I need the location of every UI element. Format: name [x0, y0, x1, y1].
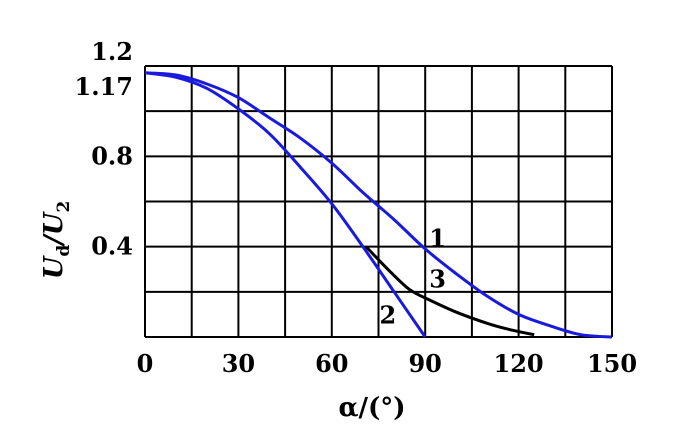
- x-tick-label: 0: [137, 349, 154, 378]
- y-tick-labels: 0.4 0.8 1.17 1.2: [75, 37, 133, 261]
- y-axis-label: Ud/U2: [39, 201, 74, 280]
- curve-label-3: 3: [429, 264, 446, 293]
- x-tick-label: 30: [222, 349, 255, 378]
- x-tick-label: 120: [494, 349, 544, 378]
- series-line-3: [364, 245, 535, 337]
- y-tick-label: 0.4: [91, 232, 133, 261]
- y-tick-label: 1.2: [91, 37, 133, 66]
- y-axis-label-text: Ud/U2: [39, 201, 74, 280]
- x-axis-label: α/(°): [338, 393, 405, 423]
- curve-labels: 1 2 3: [379, 224, 446, 330]
- x-tick-label: 60: [315, 349, 348, 378]
- curves: [144, 71, 613, 339]
- curve-label-1: 1: [429, 224, 446, 253]
- x-tick-label: 150: [587, 349, 637, 378]
- x-tick-label: 90: [408, 349, 441, 378]
- grid: [144, 65, 613, 338]
- series-line-1: [144, 71, 613, 339]
- x-tick-labels: 0 30 60 90 120 150: [137, 349, 637, 378]
- series-line-2: [144, 71, 427, 338]
- y-tick-label: 1.17: [75, 72, 133, 101]
- y-tick-label: 0.8: [91, 141, 133, 170]
- curve-label-2: 2: [379, 300, 396, 329]
